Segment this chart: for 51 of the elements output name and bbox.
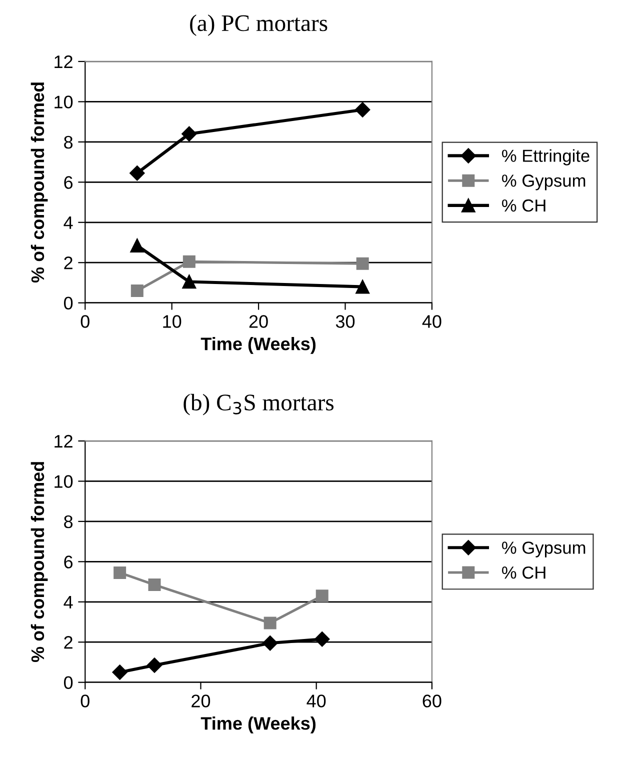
legend-label: % CH: [502, 566, 546, 579]
legend-label: % Ettringite: [502, 149, 590, 166]
x-tick-label: 20: [249, 315, 268, 328]
point: [182, 274, 196, 289]
y-tick-label: 2: [64, 636, 72, 649]
y-tick-label: 10: [54, 475, 73, 488]
y-axis-title: % of compound formed: [30, 82, 48, 283]
point: [262, 636, 278, 651]
x-tick-label: 0: [80, 694, 90, 708]
point: [146, 658, 162, 673]
legend-label: % Gypsum: [502, 542, 586, 558]
x-tick-label: 0: [80, 315, 90, 328]
point: [182, 126, 197, 142]
x-axis-title: Time (Weeks): [200, 716, 316, 734]
x-axis-title: Time (Weeks): [200, 337, 316, 354]
chart-title: (a) PC mortars: [190, 14, 328, 36]
y-tick-label: 0: [64, 296, 73, 310]
point: [355, 102, 370, 118]
x-tick-label: 20: [192, 694, 210, 708]
legend-label: % Gypsum: [502, 174, 586, 190]
x-tick-label: 10: [163, 315, 182, 328]
y-tick-label: 12: [54, 55, 72, 68]
legend-label: % CH: [502, 199, 546, 212]
point: [182, 255, 196, 268]
y-tick-label: 8: [64, 515, 73, 528]
point: [114, 566, 126, 579]
y-tick-label: 8: [64, 136, 73, 149]
x-tick-label: 30: [336, 315, 355, 328]
y-tick-label: 2: [64, 256, 72, 270]
point: [112, 664, 128, 680]
x-tick-label: 40: [306, 694, 326, 708]
chart-title: (b) C$_{3}$S mortars: [184, 394, 334, 416]
point: [130, 284, 144, 298]
point: [264, 616, 276, 630]
point: [130, 166, 145, 181]
y-tick-label: 10: [54, 96, 73, 108]
point: [314, 632, 330, 647]
y-tick-label: 4: [64, 596, 73, 608]
point: [130, 238, 144, 252]
y-tick-label: 12: [54, 434, 72, 448]
point: [148, 578, 161, 592]
point: [356, 280, 370, 294]
y-tick-label: 0: [64, 676, 73, 690]
point: [356, 257, 369, 270]
y-tick-label: 6: [64, 176, 73, 189]
y-tick-label: 4: [64, 216, 73, 229]
x-tick-label: 40: [422, 315, 442, 328]
point: [316, 590, 328, 602]
y-tick-label: 6: [64, 556, 73, 568]
y-axis-title: % of compound formed: [30, 462, 48, 662]
x-tick-label: 60: [422, 694, 442, 708]
